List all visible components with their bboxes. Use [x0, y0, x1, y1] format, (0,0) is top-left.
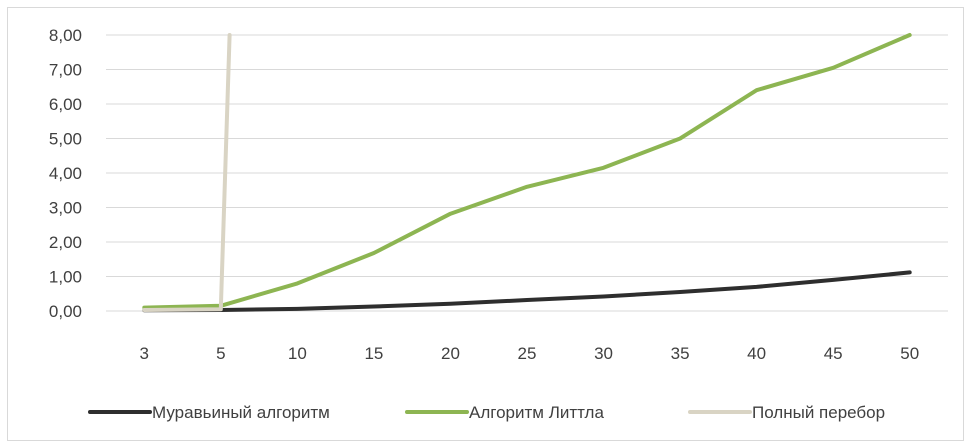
x-tick-label: 25 — [518, 344, 537, 363]
x-axis-tick-labels: 3 5 10 15 20 25 30 35 40 45 50 — [140, 344, 920, 363]
x-tick-label: 10 — [288, 344, 307, 363]
legend-label: Алгоритм Литтла — [469, 403, 604, 422]
x-tick-label: 40 — [747, 344, 766, 363]
x-tick-label: 15 — [364, 344, 383, 363]
y-tick-label: 3,00 — [49, 199, 82, 218]
x-tick-label: 50 — [900, 344, 919, 363]
y-tick-label: 1,00 — [49, 268, 82, 287]
series-line-2 — [142, 33, 232, 312]
y-tick-label: 2,00 — [49, 233, 82, 252]
x-tick-label: 5 — [216, 344, 225, 363]
legend-label: Полный перебор — [752, 403, 885, 422]
series-line-0 — [142, 270, 912, 313]
y-tick-label: 8,00 — [49, 26, 82, 45]
chart-frame — [7, 7, 964, 441]
y-axis-tick-labels: 0,00 1,00 2,00 3,00 4,00 5,00 6,00 7,00 8,00 — [49, 26, 82, 321]
y-tick-label: 6,00 — [49, 95, 82, 114]
series-line-1 — [142, 33, 912, 310]
x-tick-label: 20 — [441, 344, 460, 363]
legend-label: Муравьиный алгоритм — [152, 403, 330, 422]
legend: Муравьиный алгоритм Алгоритм Литтла Полный… — [88, 403, 885, 422]
y-tick-label: 7,00 — [49, 61, 82, 80]
x-tick-label: 3 — [140, 344, 149, 363]
x-tick-label: 45 — [824, 344, 843, 363]
y-tick-label: 4,00 — [49, 164, 82, 183]
y-tick-label: 5,00 — [49, 130, 82, 149]
y-tick-label: 0,00 — [49, 302, 82, 321]
series-lines — [142, 33, 912, 313]
x-tick-label: 35 — [671, 344, 690, 363]
x-tick-label: 30 — [594, 344, 613, 363]
